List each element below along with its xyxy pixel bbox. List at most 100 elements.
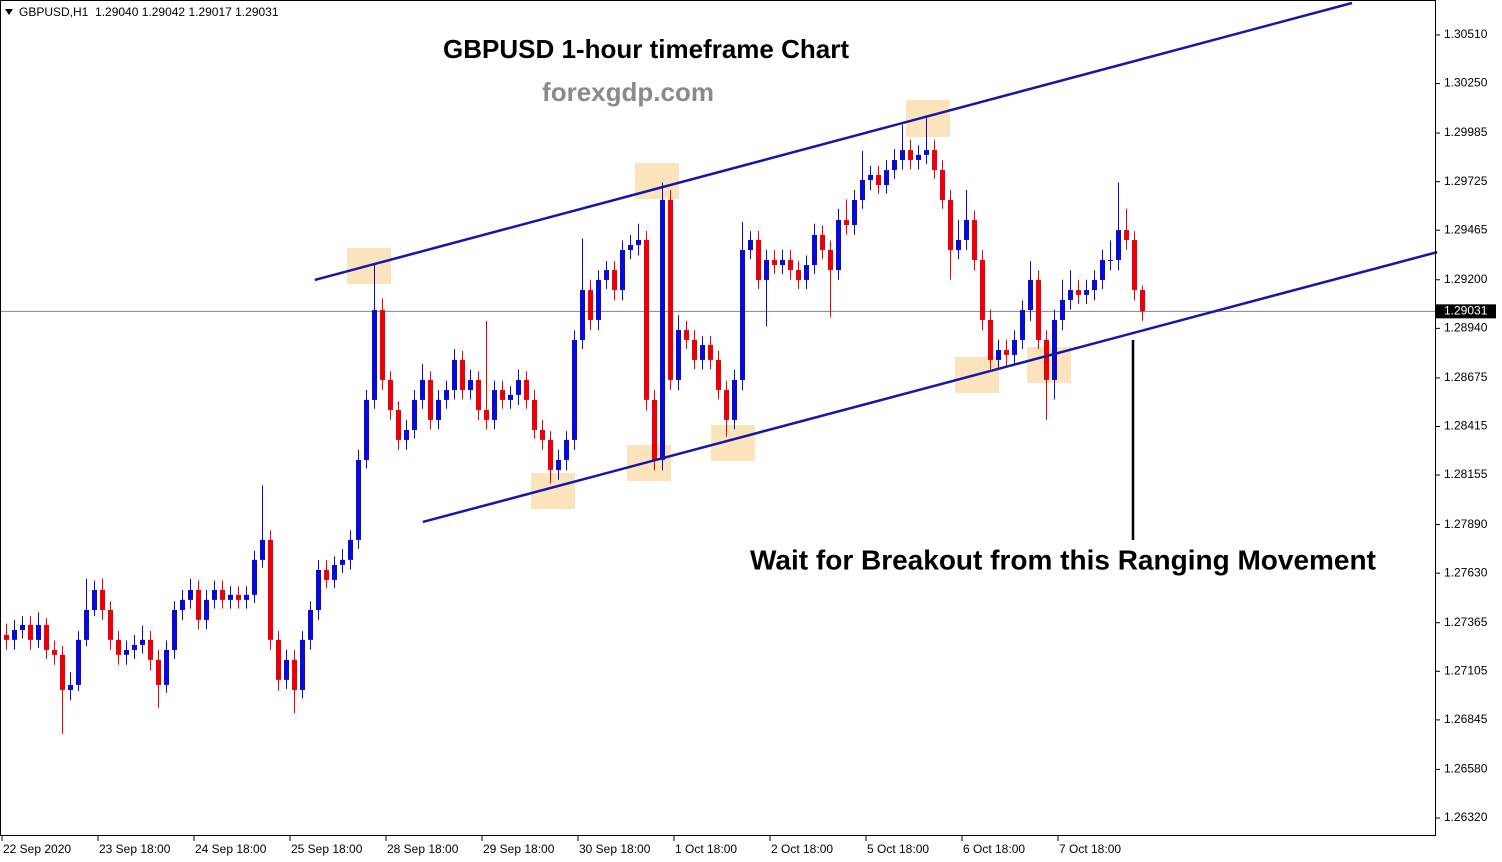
candle-body: [156, 659, 161, 685]
candle-body: [660, 199, 665, 460]
candle-body: [900, 150, 905, 160]
candle-body: [1108, 259, 1113, 261]
candle-body: [412, 399, 417, 431]
candle-body: [884, 170, 889, 186]
candle-body: [692, 339, 697, 360]
candle-body: [252, 559, 257, 595]
candle-body: [332, 564, 337, 580]
candle-body: [764, 259, 769, 280]
candle-body: [356, 459, 361, 540]
candle-body: [740, 250, 745, 380]
candle-body: [628, 245, 633, 251]
candle-body: [700, 344, 705, 360]
candle-body: [1068, 290, 1073, 300]
candle-body: [244, 594, 249, 600]
candle-body: [1116, 230, 1121, 260]
last-price-tag: [1436, 304, 1496, 319]
candle-body: [668, 199, 673, 380]
candle-body: [164, 649, 169, 685]
candle-body: [84, 609, 89, 640]
candle-body: [676, 330, 681, 380]
candle-body: [772, 259, 777, 266]
candle-body: [708, 344, 713, 360]
candle-body: [868, 174, 873, 180]
candle-body: [180, 599, 185, 610]
candle-body: [924, 150, 929, 155]
candle-body: [1044, 339, 1049, 380]
highlight-box: [906, 100, 950, 137]
candle-body: [44, 624, 49, 650]
candle-body: [324, 569, 329, 580]
candle-body: [188, 589, 193, 600]
candle-body: [100, 589, 105, 610]
candle-body: [372, 310, 377, 400]
candle-body: [452, 359, 457, 391]
candle-body: [1092, 279, 1097, 291]
candle-body: [972, 219, 977, 260]
candle-body: [68, 684, 73, 690]
candle-body: [396, 410, 401, 440]
candle-body: [548, 439, 553, 471]
candle-body: [196, 589, 201, 620]
candle-body: [756, 239, 761, 280]
candle-body: [724, 390, 729, 420]
candle-body: [348, 539, 353, 560]
candle-body: [436, 399, 441, 420]
candle-body: [428, 379, 433, 420]
candle-body: [308, 609, 313, 640]
candle-body: [1076, 290, 1081, 295]
x-tick-label: 28 Sep 18:00: [387, 842, 459, 856]
candle-body: [980, 259, 985, 320]
header: GBPUSD,H1 1.29040 1.29042 1.29017 1.2903…: [19, 5, 279, 19]
candle-body: [444, 390, 449, 400]
y-tick-label: 1.28675: [1444, 370, 1488, 384]
candle-body: [380, 310, 385, 380]
annotation: Wait for Breakout from this Ranging Move…: [750, 544, 1376, 575]
candle-body: [892, 159, 897, 171]
candle-body: [476, 379, 481, 411]
y-tick-label: 1.29200: [1444, 272, 1488, 286]
candle-body: [52, 649, 57, 655]
candle-body: [748, 239, 753, 251]
candle-body: [20, 624, 25, 630]
candle-body: [500, 390, 505, 400]
chart-title: GBPUSD 1-hour timeframe Chart: [443, 34, 849, 64]
candle-body: [492, 390, 497, 420]
candle-body: [948, 199, 953, 251]
candle-body: [860, 179, 865, 200]
candle-body: [1012, 339, 1017, 355]
candle-body: [684, 330, 689, 340]
y-tick-label: 1.27890: [1444, 517, 1488, 531]
candle-body: [1028, 279, 1033, 311]
candle-body: [652, 399, 657, 460]
candle-body: [564, 439, 569, 460]
candle-body: [1140, 290, 1145, 312]
candle-body: [388, 379, 393, 411]
x-tick-label: 22 Sep 2020: [3, 842, 71, 856]
candle-body: [588, 290, 593, 320]
candle-body: [4, 634, 9, 640]
candle-body: [964, 219, 969, 240]
candle-body: [236, 594, 241, 600]
candle-body: [596, 279, 601, 320]
channel-line: [314, 1, 1353, 282]
candle-body: [268, 539, 273, 640]
candle-body: [316, 569, 321, 610]
candle-body: [1052, 319, 1057, 380]
candle-body: [916, 154, 921, 160]
candle-body: [716, 359, 721, 391]
candle-body: [292, 659, 297, 690]
candle-body: [508, 394, 513, 400]
candle-body: [524, 379, 529, 400]
candle-body: [1020, 310, 1025, 340]
candle-body: [556, 459, 561, 471]
x-tick-label: 29 Sep 18:00: [483, 842, 555, 856]
candle-body: [76, 639, 81, 685]
candle-body: [460, 359, 465, 391]
candle-body: [36, 624, 41, 640]
candle-body: [276, 639, 281, 680]
x-tick-label: 30 Sep 18:00: [579, 842, 651, 856]
x-tick-label: 1 Oct 18:00: [675, 842, 737, 856]
